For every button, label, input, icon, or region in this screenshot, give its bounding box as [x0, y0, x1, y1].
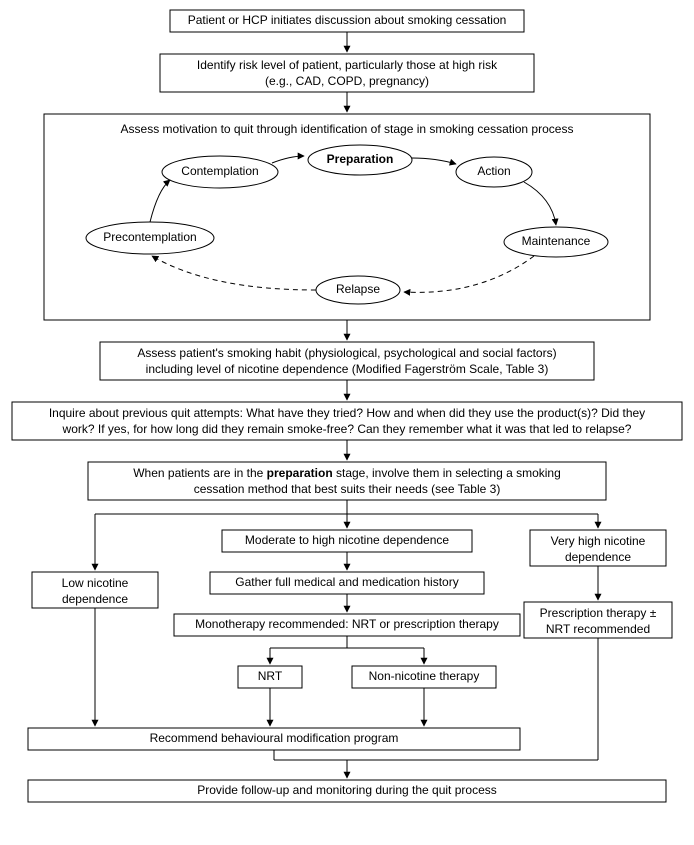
box-monotherapy-text: Monotherapy recommended: NRT or prescrip…: [195, 617, 499, 631]
box-veryhigh-l2: dependence: [565, 550, 631, 564]
box-non-nicotine-text: Non-nicotine therapy: [369, 669, 480, 683]
box-followup-text: Provide follow-up and monitoring during …: [197, 783, 497, 797]
node-action-text: Action: [477, 164, 510, 178]
node-preparation-text: Preparation: [327, 152, 394, 166]
box-prescription-l2: NRT recommended: [546, 622, 650, 636]
box-habit-l2: including level of nicotine dependence (…: [146, 362, 549, 376]
box-moderate-text: Moderate to high nicotine dependence: [245, 533, 449, 547]
node-precontemplation-text: Precontemplation: [103, 230, 196, 244]
box-motivation-text: Assess motivation to quit through identi…: [121, 122, 574, 136]
box-preparation-l1: When patients are in the preparation sta…: [133, 466, 561, 480]
flowchart: Patient or HCP initiates discussion abou…: [0, 0, 694, 845]
box-low-l1: Low nicotine: [62, 576, 129, 590]
box-risk-l2: (e.g., CAD, COPD, pregnancy): [265, 74, 429, 88]
node-maintenance-text: Maintenance: [522, 234, 591, 248]
box-behavioural-text: Recommend behavioural modification progr…: [150, 731, 399, 745]
node-contemplation-text: Contemplation: [181, 164, 258, 178]
box-initiate-text: Patient or HCP initiates discussion abou…: [188, 13, 507, 27]
box-nrt-text: NRT: [258, 669, 283, 683]
box-habit-l1: Assess patient's smoking habit (physiolo…: [137, 346, 556, 360]
box-low-l2: dependence: [62, 592, 128, 606]
box-veryhigh-l1: Very high nicotine: [551, 534, 646, 548]
box-inquire-l2: work? If yes, for how long did they rema…: [62, 422, 632, 436]
box-risk-l1: Identify risk level of patient, particul…: [197, 58, 498, 72]
box-preparation-l2: cessation method that best suits their n…: [194, 482, 501, 496]
box-medical-text: Gather full medical and medication histo…: [235, 575, 458, 589]
box-prescription-l1: Prescription therapy ±: [540, 606, 657, 620]
node-relapse-text: Relapse: [336, 282, 380, 296]
box-inquire-l1: Inquire about previous quit attempts: Wh…: [49, 406, 645, 420]
